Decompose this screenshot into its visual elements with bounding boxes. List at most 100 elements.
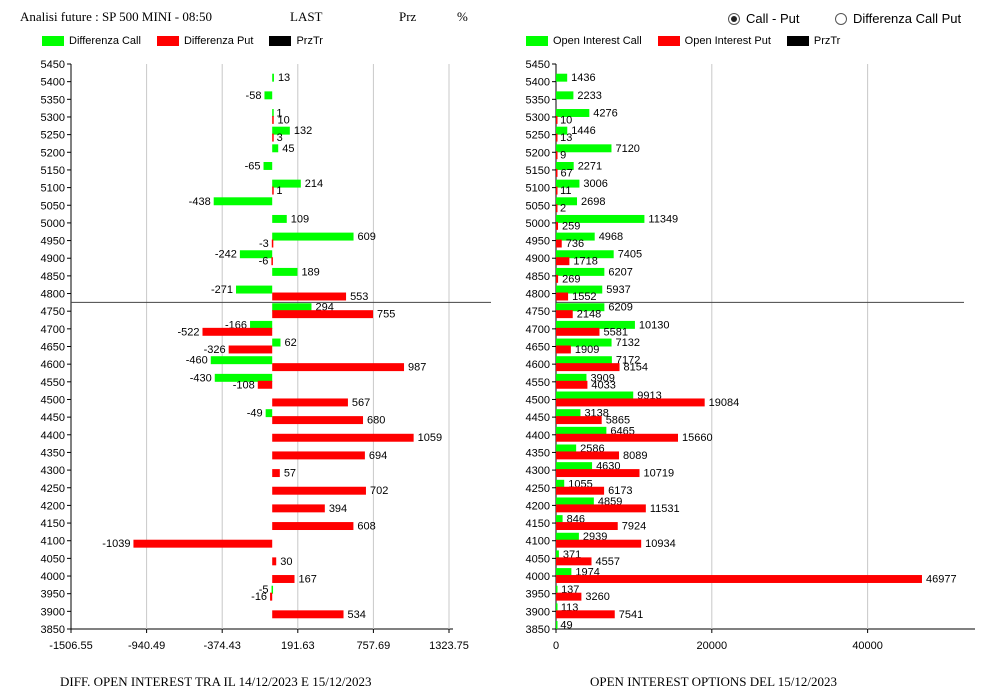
bar-call — [556, 250, 614, 259]
y-tick-label: 3900 — [41, 606, 65, 618]
x-tick-label: 191.63 — [281, 640, 315, 652]
y-tick-label: 4300 — [41, 465, 65, 477]
bar-call — [556, 603, 558, 612]
y-tick-label: 5150 — [41, 165, 65, 177]
legend-item-oi-put: Open Interest Put — [657, 35, 771, 47]
data-label: 8154 — [624, 362, 648, 374]
bar-call — [556, 409, 581, 418]
y-tick-label: 4950 — [41, 236, 65, 248]
bar-call — [556, 532, 579, 541]
legend-label: PrzTr — [813, 35, 841, 47]
radio-diff-call-put[interactable]: Differenza Call Put — [835, 11, 961, 26]
data-label: 67 — [561, 167, 573, 179]
bar-call — [239, 250, 273, 259]
data-label: 4033 — [591, 379, 615, 391]
bar-put — [272, 433, 414, 442]
bar-put — [556, 239, 562, 248]
data-label: 13 — [278, 72, 290, 84]
data-label: 755 — [377, 309, 395, 321]
data-label: -5 — [259, 584, 269, 596]
bar-call — [556, 197, 578, 206]
y-tick-label: 4200 — [41, 500, 65, 512]
bar-put — [556, 310, 573, 319]
y-tick-label: 3900 — [526, 606, 550, 618]
y-tick-label: 5300 — [526, 112, 550, 124]
bar-call — [556, 568, 572, 577]
data-label: 736 — [566, 238, 584, 250]
bar-put — [272, 416, 364, 425]
y-tick-label: 4200 — [526, 500, 550, 512]
data-label: 9 — [560, 150, 566, 162]
data-label: -58 — [246, 90, 262, 102]
y-tick-label: 4400 — [41, 430, 65, 442]
x-tick-label: 20000 — [697, 640, 728, 652]
data-label: -108 — [233, 379, 255, 391]
bar-call — [210, 356, 273, 365]
bar-put — [272, 363, 405, 372]
bar-put — [556, 363, 620, 372]
bar-put — [556, 486, 605, 495]
y-tick-label: 4500 — [41, 394, 65, 406]
data-label: 4968 — [599, 231, 623, 243]
y-tick-label: 5050 — [526, 200, 550, 212]
data-label: 1 — [276, 185, 282, 197]
right-legend: Open Interest Call Open Interest Put Prz… — [526, 35, 856, 47]
data-label: -522 — [177, 326, 199, 338]
left-legend: Differenza Call Differenza Put PrzTr — [42, 35, 339, 47]
bar-put — [133, 539, 273, 548]
data-label: 10 — [278, 114, 290, 126]
bar-put — [272, 522, 354, 531]
x-tick-label: 40000 — [852, 640, 883, 652]
y-tick-label: 5000 — [41, 218, 65, 230]
data-label: 10719 — [644, 468, 675, 480]
data-label: 1059 — [418, 432, 442, 444]
bar-put — [272, 486, 366, 495]
bar-put — [272, 469, 280, 478]
data-label: 6207 — [608, 266, 632, 278]
bar-call — [556, 462, 593, 471]
bar-put — [556, 469, 640, 478]
y-tick-label: 5400 — [41, 77, 65, 89]
data-label: 132 — [294, 125, 312, 137]
y-tick-label: 4150 — [41, 518, 65, 530]
data-label: 5581 — [603, 326, 627, 338]
bar-put — [272, 133, 274, 142]
x-tick-label: 757.69 — [357, 640, 391, 652]
data-label: 534 — [348, 609, 366, 621]
data-label: 5937 — [606, 284, 630, 296]
data-label: 1718 — [573, 256, 597, 268]
legend-label: Open Interest Call — [553, 35, 642, 47]
data-label: 30 — [280, 556, 292, 568]
data-label: 19084 — [709, 397, 740, 409]
x-tick-label: -374.43 — [204, 640, 241, 652]
data-label: -49 — [247, 408, 263, 420]
data-label: 7541 — [619, 609, 643, 621]
data-label: -16 — [251, 591, 267, 603]
bar-put — [556, 451, 620, 460]
bar-call — [556, 426, 607, 435]
bar-put — [272, 115, 274, 124]
bar-call — [236, 285, 273, 294]
y-tick-label: 3950 — [526, 589, 550, 601]
y-tick-label: 5350 — [41, 94, 65, 106]
bar-call — [272, 303, 312, 312]
bar-call — [556, 585, 558, 594]
y-tick-label: 4000 — [526, 571, 550, 583]
data-label: 2698 — [581, 196, 605, 208]
data-label: 3260 — [585, 591, 609, 603]
y-tick-label: 5100 — [526, 183, 550, 195]
data-label: 987 — [408, 362, 426, 374]
y-tick-label: 4600 — [526, 359, 550, 371]
y-tick-label: 5250 — [526, 130, 550, 142]
radio-call-put[interactable]: Call - Put — [728, 11, 799, 26]
y-tick-label: 4700 — [41, 324, 65, 336]
bar-put — [271, 239, 274, 248]
bar-put — [272, 292, 347, 301]
data-label: 10934 — [645, 538, 676, 550]
bar-put — [556, 557, 592, 566]
data-label: 15660 — [682, 432, 713, 444]
legend-label: Differenza Call — [69, 35, 141, 47]
data-label: 10 — [560, 114, 572, 126]
bar-call — [556, 497, 594, 506]
data-label: 7924 — [622, 521, 646, 533]
